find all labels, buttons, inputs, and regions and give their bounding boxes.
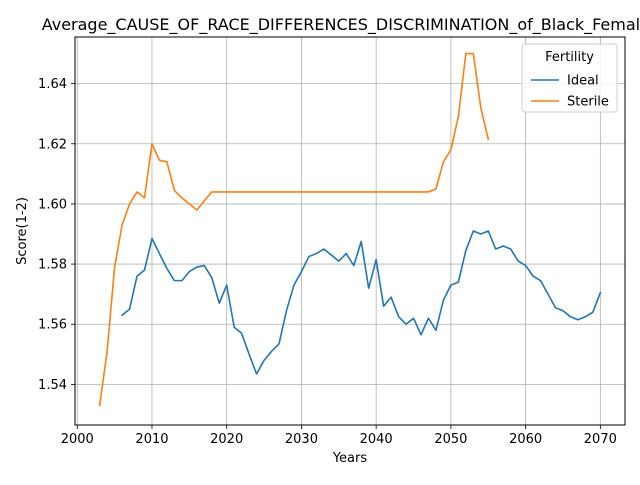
x-tick-label: 2040 — [360, 432, 393, 447]
y-tick-label: 1.60 — [38, 197, 67, 212]
legend-items: Ideal Sterile — [531, 74, 609, 110]
plot-frame — [74, 36, 626, 426]
x-tick-label: 2000 — [61, 432, 94, 447]
series-lines — [98, 52, 602, 407]
chart-title: Average_CAUSE_OF_RACE_DIFFERENCES_DISCRI… — [42, 15, 640, 35]
y-tick-label: 1.54 — [38, 378, 67, 393]
y-tick-label: 1.58 — [38, 258, 67, 273]
x-tick-label: 2020 — [210, 432, 243, 447]
y-tick-label: 1.64 — [38, 77, 67, 92]
x-tick-label: 2010 — [135, 432, 168, 447]
x-tick-label: 2030 — [285, 432, 318, 447]
legend-label-sterile: Sterile — [567, 95, 609, 110]
y-tick-label: 1.56 — [38, 318, 67, 333]
y-axis-label: Score(1-2) — [15, 197, 30, 265]
legend-box — [521, 43, 618, 113]
legend-label-ideal: Ideal — [567, 74, 599, 89]
x-axis-ticks: 2000 2010 2020 2030 2040 2050 2060 2070 — [61, 425, 617, 447]
series-line-ideal — [120, 230, 602, 375]
x-tick-label: 2070 — [584, 432, 617, 447]
x-axis-label: Years — [332, 451, 368, 466]
y-tick-label: 1.62 — [38, 137, 67, 152]
legend-title: Fertility — [545, 50, 594, 65]
series-line-sterile — [98, 52, 490, 407]
x-tick-label: 2060 — [509, 432, 542, 447]
x-tick-label: 2050 — [434, 432, 467, 447]
legend: Fertility Ideal Sterile — [521, 43, 618, 113]
y-axis-ticks: 1.54 1.56 1.58 1.60 1.62 1.64 — [38, 77, 75, 393]
